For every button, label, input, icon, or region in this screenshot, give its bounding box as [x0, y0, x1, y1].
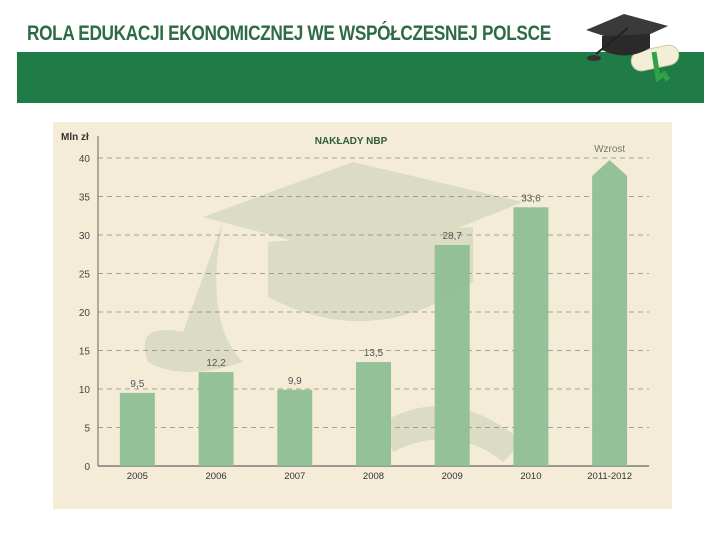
chart-title: NAKŁADY NBP — [315, 136, 388, 147]
y-tick-label: 25 — [79, 270, 91, 281]
data-label: 12,2 — [206, 358, 226, 369]
y-axis-label: Mln zł — [61, 132, 89, 143]
data-label: 33,6 — [521, 193, 541, 204]
bar — [513, 207, 549, 466]
data-label: Wzrost — [594, 144, 625, 155]
x-tick-label: 2010 — [520, 471, 541, 482]
y-tick-label: 35 — [79, 193, 91, 204]
y-tick-label: 0 — [84, 462, 90, 473]
graduation-cap-diploma-icon — [586, 14, 680, 83]
bar — [434, 245, 470, 466]
y-tick-label: 30 — [79, 231, 91, 242]
slide-title: ROLA EDUKACJI EKONOMICZNEJ WE WSPÓŁCZESN… — [27, 22, 551, 45]
background-cap-watermark — [144, 162, 523, 462]
x-tick-label: 2009 — [442, 471, 463, 482]
data-label: 9,5 — [130, 379, 144, 390]
x-tick-label: 2007 — [284, 471, 305, 482]
x-tick-label: 2005 — [127, 471, 148, 482]
chart-text: 0 5 10 15 20 25 30 35 40 Mln zł NAKŁADY NBP 9,5 2005… — [61, 132, 632, 482]
data-label: 9,9 — [288, 376, 302, 387]
y-tick-label: 15 — [79, 347, 91, 358]
x-tick-label: 2008 — [363, 471, 384, 482]
x-tick-label: 2006 — [206, 471, 227, 482]
bar — [356, 362, 391, 466]
chart-panel: 0 5 10 15 20 25 30 35 40 Mln zł NAKŁADY NBP 9,5 2005… — [53, 122, 672, 509]
data-label: 28,7 — [442, 231, 462, 242]
y-tick-label: 20 — [79, 308, 91, 319]
data-label: 13,5 — [364, 348, 384, 359]
bars — [119, 160, 628, 466]
y-tick-label: 40 — [79, 154, 91, 165]
y-tick-label: 10 — [79, 385, 91, 396]
bar-arrow — [592, 160, 628, 466]
y-tick-label: 5 — [84, 424, 90, 435]
slide-header: ROLA EDUKACJI EKONOMICZNEJ WE WSPÓŁCZESN… — [17, 8, 704, 103]
bar — [198, 372, 234, 466]
bar — [119, 392, 155, 466]
bar-chart: 0 5 10 15 20 25 30 35 40 Mln zł NAKŁADY NBP 9,5 2005… — [61, 132, 649, 482]
x-tick-label: 2011-2012 — [587, 471, 632, 482]
bar — [277, 389, 313, 466]
header-band — [17, 52, 704, 103]
